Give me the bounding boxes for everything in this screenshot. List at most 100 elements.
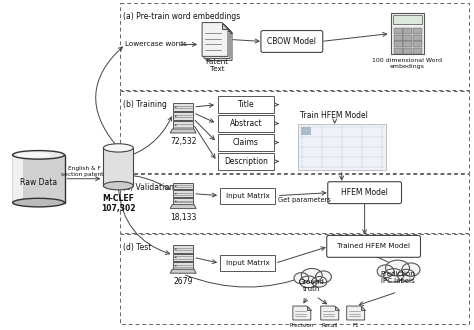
Bar [413,35,422,41]
Ellipse shape [377,265,394,278]
Text: 100 dimensional Word
embedings: 100 dimensional Word embedings [373,58,443,69]
Bar [173,190,193,197]
Polygon shape [170,205,196,209]
Polygon shape [170,269,196,273]
Polygon shape [170,129,196,133]
Ellipse shape [175,124,177,126]
Text: M-CLEF
107,302: M-CLEF 107,302 [101,194,136,213]
Polygon shape [204,24,230,58]
Bar [413,48,422,53]
Bar [403,35,412,41]
Bar [173,198,193,205]
Text: Patent
Text: Patent Text [206,59,228,72]
Text: (b) Training: (b) Training [123,100,167,109]
Bar [298,124,385,170]
FancyBboxPatch shape [261,31,323,52]
Bar [220,255,275,271]
Ellipse shape [13,150,64,159]
Bar [403,41,412,47]
Bar [393,28,402,34]
Text: 18,133: 18,133 [170,213,196,221]
Ellipse shape [175,185,177,187]
Polygon shape [307,306,311,310]
Bar [173,246,193,252]
Bar [301,127,311,135]
Text: Recall: Recall [321,323,338,328]
Text: Abstract: Abstract [230,119,262,128]
Bar [391,13,424,54]
Ellipse shape [13,198,64,207]
FancyBboxPatch shape [328,182,401,204]
Text: Input Matrix: Input Matrix [226,260,269,266]
Bar [13,155,64,203]
Ellipse shape [316,271,331,283]
Text: Raw Data: Raw Data [20,178,57,187]
Bar [173,121,193,129]
Text: Precision: Precision [290,323,314,328]
Bar [392,15,422,24]
Polygon shape [321,306,339,320]
Ellipse shape [294,273,309,284]
Ellipse shape [175,256,177,258]
Text: Prediction
IPC labels: Prediction IPC labels [380,271,415,284]
Text: Title: Title [237,100,254,109]
Text: Lowercase words: Lowercase words [125,42,187,48]
Polygon shape [224,24,230,31]
Text: 2679: 2679 [173,277,193,286]
Bar [220,188,275,204]
Text: HFEM Model: HFEM Model [341,188,388,197]
Text: Ground
truth: Ground truth [299,279,325,292]
Ellipse shape [312,277,327,287]
Ellipse shape [103,144,133,152]
Bar [120,174,469,233]
Polygon shape [361,306,365,310]
Ellipse shape [300,276,317,288]
Bar [173,103,193,111]
Bar [403,28,412,34]
Ellipse shape [175,248,177,250]
Ellipse shape [175,201,177,202]
Ellipse shape [103,182,133,190]
Text: Train HFEM Model: Train HFEM Model [300,111,368,119]
Bar [120,91,469,173]
Bar [218,115,274,132]
Ellipse shape [383,269,404,282]
Text: Description: Description [224,157,268,166]
Polygon shape [206,26,232,60]
Polygon shape [335,306,339,310]
Bar [218,134,274,151]
Bar [413,41,422,47]
Ellipse shape [301,268,322,282]
Ellipse shape [385,260,410,276]
Text: (a) Pre-train word embeddings: (a) Pre-train word embeddings [123,12,241,21]
Bar [393,35,402,41]
Bar [403,48,412,53]
Polygon shape [222,22,228,28]
Text: Get parameters: Get parameters [278,197,331,203]
Ellipse shape [402,263,420,276]
Bar [413,28,422,34]
Ellipse shape [398,269,415,281]
Polygon shape [293,306,311,320]
Text: CBOW Model: CBOW Model [267,37,316,46]
Bar [173,262,193,269]
Ellipse shape [175,115,177,117]
Bar [103,148,133,186]
Text: English & F
section patents: English & F section patents [61,166,107,177]
Bar [393,41,402,47]
Ellipse shape [175,265,177,266]
Bar [120,3,469,90]
Polygon shape [202,22,228,56]
FancyBboxPatch shape [327,235,420,257]
Text: (c) Validation: (c) Validation [123,183,174,192]
Ellipse shape [15,152,52,157]
Bar [218,96,274,113]
Polygon shape [226,26,232,33]
Text: Trained HFEM Model: Trained HFEM Model [337,243,410,249]
Ellipse shape [175,106,177,108]
Ellipse shape [175,193,177,194]
Bar [218,153,274,170]
Text: (d) Test: (d) Test [123,244,152,252]
Text: Input Matrix: Input Matrix [226,193,269,199]
Bar [173,254,193,261]
